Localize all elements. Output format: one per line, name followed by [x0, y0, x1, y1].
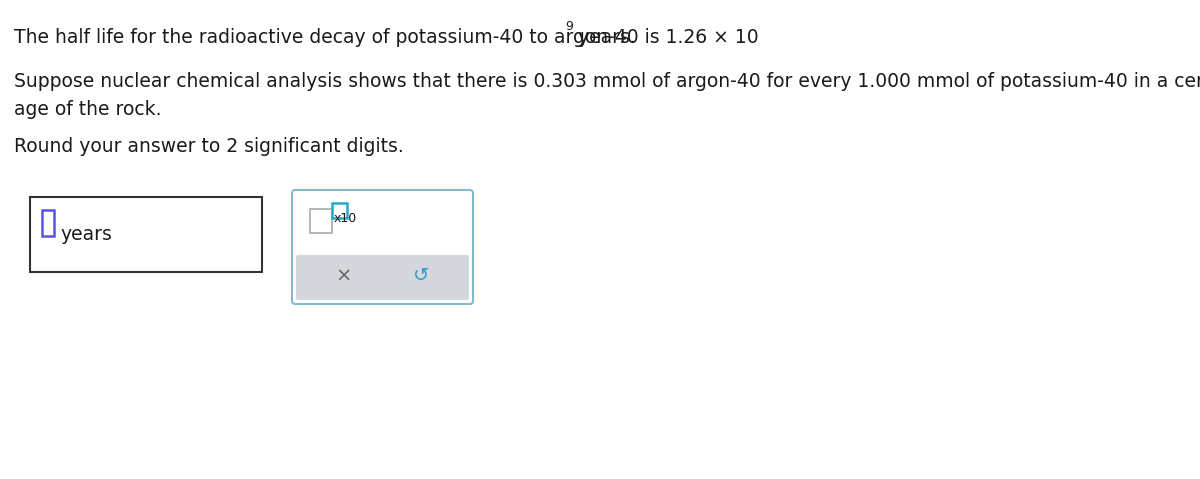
Text: x10: x10 [334, 212, 358, 225]
Text: The half life for the radioactive decay of potassium-40 to argon-40 is 1.26 × 10: The half life for the radioactive decay … [14, 28, 758, 47]
FancyBboxPatch shape [292, 190, 473, 304]
Text: ×: × [336, 266, 352, 285]
Text: years: years [60, 225, 112, 244]
FancyBboxPatch shape [296, 255, 469, 300]
Bar [42, 210, 54, 236]
Text: Suppose nuclear chemical analysis shows that there is 0.303 mmol of argon-40 for: Suppose nuclear chemical analysis shows … [14, 72, 1200, 91]
Text: Round your answer to 2 significant digits.: Round your answer to 2 significant digit… [14, 137, 403, 156]
Bar [332, 203, 347, 218]
Text: age of the rock.: age of the rock. [14, 100, 162, 119]
Text: years.: years. [572, 28, 636, 47]
Bar [310, 209, 332, 233]
Bar [30, 197, 262, 272]
Text: ↺: ↺ [413, 266, 430, 285]
Text: 9: 9 [565, 20, 572, 33]
